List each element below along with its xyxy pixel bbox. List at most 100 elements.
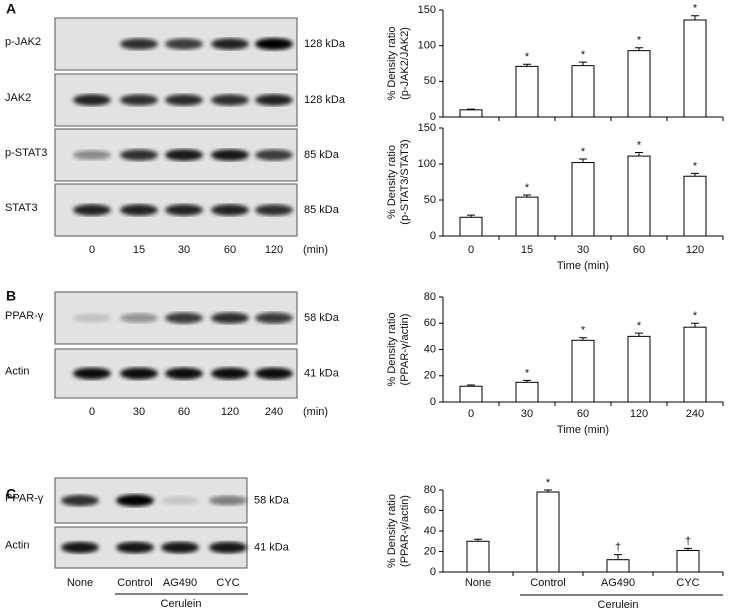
blot-band bbox=[73, 94, 111, 106]
lane-label: 60 bbox=[178, 406, 190, 418]
row-label: Actin bbox=[5, 539, 29, 551]
size-label: 41 kDa bbox=[254, 541, 290, 553]
error-bar bbox=[474, 538, 482, 542]
blot-band bbox=[255, 38, 293, 50]
bar bbox=[571, 162, 595, 237]
lane-label: CYC bbox=[216, 577, 239, 589]
blot-band bbox=[211, 312, 249, 324]
y-tick-label: 100 bbox=[418, 158, 436, 170]
y-tick-label: 0 bbox=[430, 396, 436, 408]
bar bbox=[606, 559, 630, 573]
y-axis-label: (p-JAK2/JAK2) bbox=[399, 27, 411, 100]
x-tick-label: 0 bbox=[468, 408, 474, 420]
y-tick-label: 60 bbox=[424, 504, 436, 516]
lane-label: 30 bbox=[178, 244, 190, 256]
significance-marker: * bbox=[581, 146, 586, 158]
significance-marker: * bbox=[693, 160, 698, 172]
bar bbox=[515, 65, 539, 118]
blot-band bbox=[255, 204, 293, 216]
y-tick-label: 0 bbox=[430, 230, 436, 242]
y-tick-label: 150 bbox=[418, 122, 436, 134]
significance-marker: * bbox=[525, 367, 530, 379]
error-bar bbox=[467, 214, 475, 218]
bar bbox=[676, 549, 700, 573]
error-bar bbox=[635, 332, 643, 337]
significance-marker: * bbox=[637, 35, 642, 47]
panel-letter: A bbox=[6, 1, 16, 17]
y-tick-label: 40 bbox=[424, 525, 436, 537]
lane-label: 30 bbox=[133, 406, 145, 418]
error-bar bbox=[635, 151, 643, 157]
blot-band bbox=[255, 312, 293, 324]
error-bar bbox=[614, 554, 622, 560]
blot-band bbox=[61, 541, 99, 554]
lane-label: 15 bbox=[133, 244, 145, 256]
error-bar bbox=[635, 47, 643, 51]
lane-label: 240 bbox=[265, 406, 283, 418]
blot-band bbox=[120, 204, 158, 216]
error-bar bbox=[523, 379, 531, 383]
blot-band bbox=[73, 150, 111, 160]
lane-label: Control bbox=[117, 577, 152, 589]
bar bbox=[627, 50, 651, 118]
size-label: 85 kDa bbox=[304, 149, 340, 161]
lane-label: AG490 bbox=[163, 577, 197, 589]
y-tick-label: 80 bbox=[424, 291, 436, 303]
lane-label: None bbox=[67, 577, 93, 589]
row-label: JAK2 bbox=[5, 92, 31, 104]
bar bbox=[683, 326, 707, 403]
significance-marker: * bbox=[525, 182, 530, 194]
blot-band bbox=[211, 94, 249, 106]
unit-label: (min) bbox=[303, 244, 328, 256]
x-tick-label: Control bbox=[530, 577, 565, 589]
significance-marker: † bbox=[615, 541, 621, 553]
significance-marker: * bbox=[637, 139, 642, 151]
significance-marker: * bbox=[581, 325, 586, 337]
error-bar bbox=[579, 337, 587, 341]
size-label: 128 kDa bbox=[304, 38, 346, 50]
y-tick-label: 80 bbox=[424, 484, 436, 496]
row-label: PPAR-γ bbox=[5, 310, 44, 322]
significance-marker: * bbox=[581, 49, 586, 61]
lane-label: 120 bbox=[221, 406, 239, 418]
row-label: Actin bbox=[5, 365, 29, 377]
blot-band bbox=[165, 312, 203, 324]
bar bbox=[683, 175, 707, 237]
error-bar bbox=[691, 322, 699, 328]
blot-band bbox=[120, 94, 158, 106]
bar bbox=[627, 335, 651, 403]
y-tick-label: 0 bbox=[430, 566, 436, 578]
y-axis-label: (p-STAT3/STAT3) bbox=[399, 139, 411, 224]
y-tick-label: 150 bbox=[418, 4, 436, 16]
panel-letter: C bbox=[6, 486, 16, 502]
row-label: PPAR-γ bbox=[5, 492, 44, 504]
group-label: Cerulein bbox=[161, 598, 202, 610]
blot-band bbox=[165, 149, 203, 161]
blot-band bbox=[61, 494, 99, 507]
error-bar bbox=[691, 15, 699, 20]
row-label: p-STAT3 bbox=[5, 147, 47, 159]
lane-label: 120 bbox=[265, 244, 283, 256]
bar bbox=[459, 385, 483, 403]
error-bar bbox=[523, 194, 531, 198]
x-tick-label: AG490 bbox=[601, 577, 635, 589]
bar bbox=[627, 155, 651, 237]
x-axis-label: Time (min) bbox=[557, 260, 609, 272]
bar bbox=[459, 216, 483, 237]
x-tick-label: CYC bbox=[676, 577, 699, 589]
x-tick-label: 240 bbox=[686, 408, 704, 420]
row-label: p-JAK2 bbox=[5, 36, 41, 48]
x-tick-label: 30 bbox=[577, 244, 589, 256]
x-tick-label: 15 bbox=[521, 244, 533, 256]
y-tick-label: 20 bbox=[424, 370, 436, 382]
y-axis-label: % Density ratio bbox=[386, 27, 398, 101]
x-tick-label: 120 bbox=[630, 408, 648, 420]
y-axis-label: % Density ratio bbox=[386, 313, 398, 387]
x-tick-label: 60 bbox=[633, 244, 645, 256]
bar bbox=[466, 540, 490, 573]
y-tick-label: 50 bbox=[424, 194, 436, 206]
group-label: Cerulein bbox=[598, 599, 639, 611]
x-tick-label: 60 bbox=[577, 408, 589, 420]
blot-band bbox=[209, 541, 247, 554]
